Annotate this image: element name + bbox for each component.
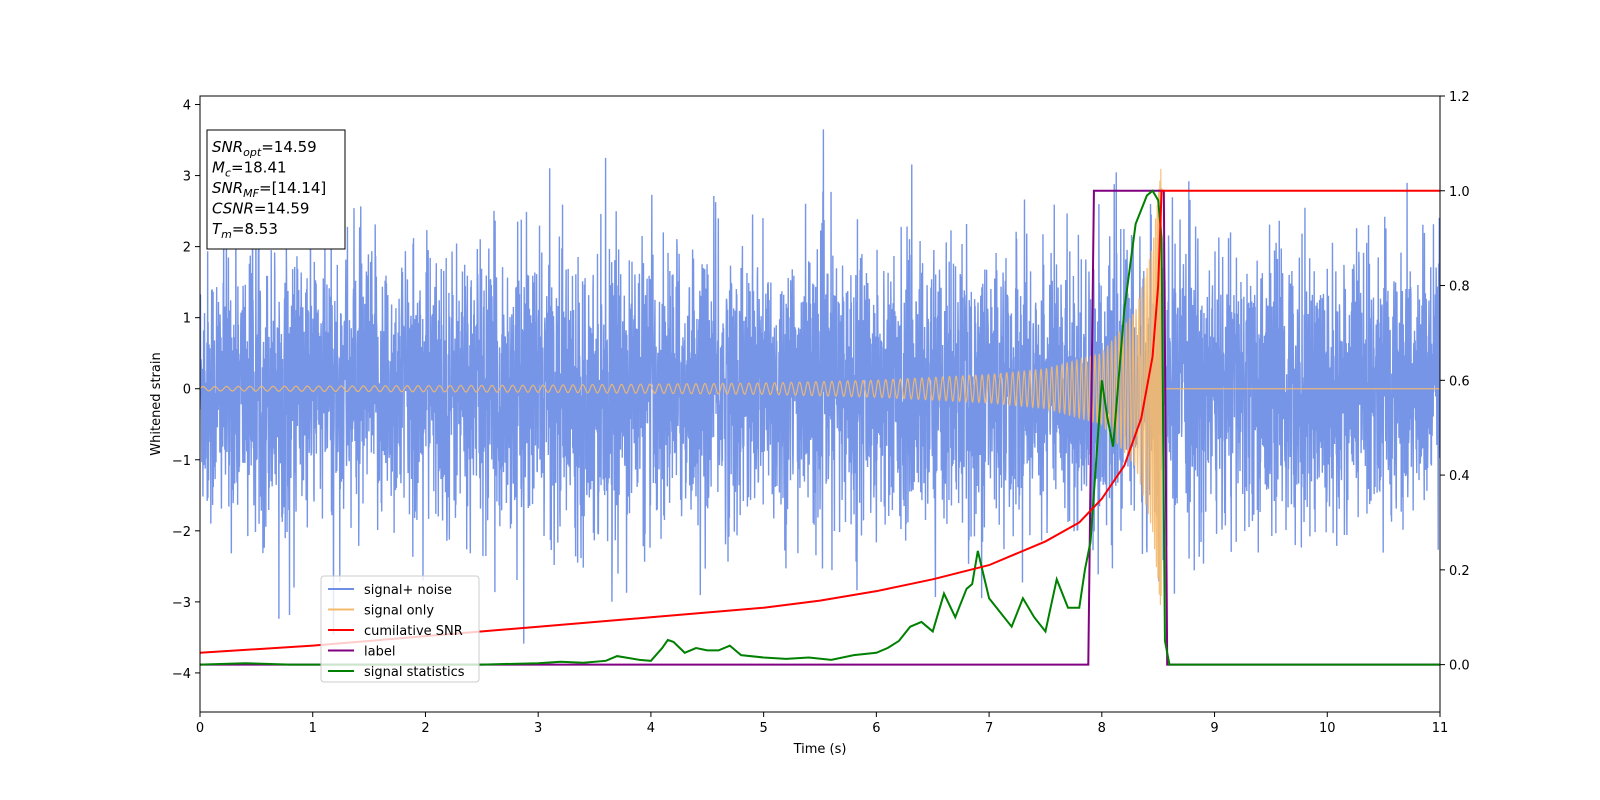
x-tick-label: 5	[759, 721, 767, 736]
y2-tick-label: 1.2	[1449, 90, 1470, 105]
y2-tick-label: 1.0	[1449, 185, 1470, 200]
info-box-line: SNRopt=14.59	[212, 138, 317, 159]
y-tick-label: 0	[183, 383, 191, 398]
legend-item: signal only	[328, 604, 434, 619]
legend-item: signal statistics	[328, 665, 465, 680]
series-layer	[200, 129, 1440, 666]
y-axis-left: −4 −3 −2 −1 0 1 2 3 4	[172, 99, 200, 682]
y-tick-label: 1	[183, 312, 191, 327]
y-tick-label: 4	[183, 99, 191, 114]
x-tick-label: 2	[421, 721, 429, 736]
plot-frame	[199, 95, 1441, 713]
y-axis-right: 0.0 0.2 0.4 0.6 0.8 1.0 1.2	[1440, 90, 1470, 674]
x-tick-label: 1	[309, 721, 317, 736]
y-tick-label: 2	[183, 241, 191, 256]
info-box: SNRopt=14.59Mc=18.41SNRMF=[14.14]CSNR=14…	[206, 129, 346, 250]
info-box-line: Tm=8.53	[212, 220, 278, 241]
info-box-line: SNRMF=[14.14]	[212, 179, 326, 200]
series-signal-noise	[200, 129, 1440, 644]
y2-tick-label: 0.2	[1449, 564, 1470, 579]
x-axis-label: Time (s)	[793, 742, 847, 757]
x-tick-label: 3	[534, 721, 542, 736]
series-signal-only	[200, 168, 1440, 605]
legend: signal+ noise signal only cumilative SNR la…	[320, 575, 480, 683]
x-tick-label: 11	[1432, 721, 1449, 736]
x-tick-label: 9	[1210, 721, 1218, 736]
legend-label: signal statistics	[364, 665, 465, 680]
y-tick-label: −4	[172, 667, 191, 682]
y2-tick-label: 0.8	[1449, 280, 1470, 295]
series-cumulative-snr	[200, 189, 1440, 654]
info-box-frame	[206, 129, 346, 250]
y-tick-label: 3	[183, 170, 191, 185]
legend-frame	[320, 575, 480, 683]
legend-item: label	[328, 645, 395, 660]
x-axis: 0 1 2 3 4 5 6 7 8 9 10 11	[196, 712, 1448, 736]
info-box-line: Mc=18.41	[212, 159, 287, 180]
legend-label: cumilative SNR	[364, 624, 463, 639]
legend-label: signal only	[364, 604, 434, 619]
series-signal-statistics	[200, 189, 1440, 666]
y-axis-label: Whitened strain	[149, 352, 164, 455]
y-tick-label: −2	[172, 525, 191, 540]
legend-label: signal+ noise	[364, 583, 452, 598]
x-tick-label: 8	[1098, 721, 1106, 736]
x-tick-label: 4	[647, 721, 655, 736]
x-tick-label: 10	[1319, 721, 1336, 736]
plot-area	[199, 95, 1441, 713]
y-tick-label: −1	[172, 454, 191, 469]
y2-tick-label: 0.0	[1449, 659, 1470, 674]
x-tick-label: 0	[196, 721, 204, 736]
x-tick-label: 7	[985, 721, 993, 736]
x-tick-label: 6	[872, 721, 880, 736]
info-box-line: CSNR=14.59	[212, 200, 309, 218]
y2-tick-label: 0.6	[1449, 374, 1470, 389]
legend-label: label	[364, 645, 395, 660]
legend-item: cumilative SNR	[328, 624, 463, 639]
y2-tick-label: 0.4	[1449, 469, 1470, 484]
legend-item: signal+ noise	[328, 583, 452, 598]
y-tick-label: −3	[172, 596, 191, 611]
